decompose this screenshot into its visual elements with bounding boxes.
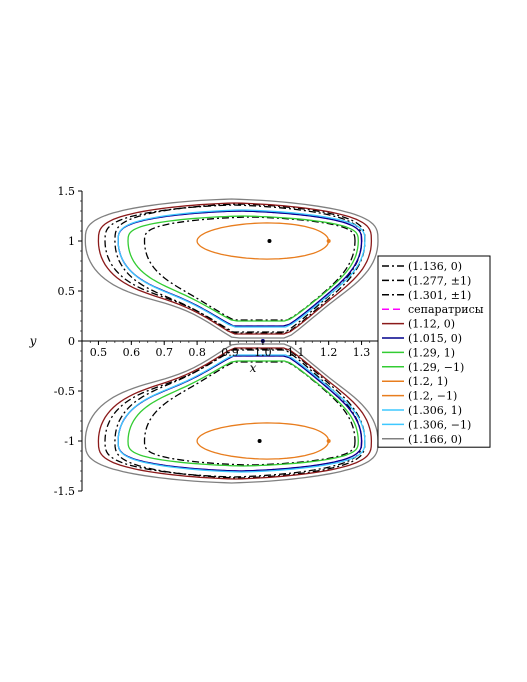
legend-label-4: (1.12, 0) (408, 318, 455, 331)
series-curve-2-lower (104, 349, 363, 478)
series-curve-0-lower (114, 348, 366, 479)
x-tick-label: 1.1 (287, 346, 305, 359)
x-tick-label: 0.7 (155, 346, 173, 359)
y-tick-label: 0.5 (58, 285, 76, 298)
series-curve-12-lower (84, 343, 379, 484)
y-tick-label: 1.5 (58, 185, 76, 198)
series-curve-4-lower (97, 347, 373, 480)
legend-label-11: (1.306, −1) (408, 418, 471, 431)
series-curve-6-upper (127, 215, 359, 322)
legend-label-6: (1.29, 1) (408, 346, 455, 359)
x-tick-label: 0.8 (188, 346, 206, 359)
y-tick-label: -1.5 (54, 485, 75, 498)
x-axis-label: x (250, 361, 257, 375)
equilibrium-point-3 (326, 239, 331, 243)
legend-label-7: (1.29, −1) (408, 361, 464, 374)
y-tick-label: -1 (64, 435, 75, 448)
x-tick-label: 1.3 (353, 346, 371, 359)
series-curve-11-lower (117, 354, 366, 473)
x-tick-label: 1.2 (320, 346, 338, 359)
legend-box (377, 255, 491, 448)
y-axis-label: y (29, 334, 37, 348)
axes-layer: 0.5 0.6 0.7 0.8 0.9 1.0 1.1 1.2 1.3 1.5 1 0.5 0 -0.5 -… (29, 185, 379, 498)
legend-label-12: (1.166, 0) (408, 433, 462, 446)
series-curve-9-lower (196, 422, 330, 460)
series-curve-7-lower (127, 360, 359, 467)
x-tick-label: 0.6 (123, 346, 141, 359)
series-curve-4-upper (97, 202, 373, 335)
legend-label-8: (1.2, 1) (408, 375, 448, 388)
y-tick-label: 0 (68, 335, 75, 348)
equilibrium-point-4 (326, 439, 331, 443)
legend-label-2: (1.301, ±1) (408, 289, 471, 302)
x-tick-label: 0.9 (221, 346, 239, 359)
y-tick-label: -0.5 (54, 385, 75, 398)
legend: (1.136, 0)(1.277, ±1) (1.301, ±1)сепаратр… (377, 255, 491, 448)
series-curve-8-upper (196, 222, 330, 260)
series-curve-2-upper (104, 204, 363, 333)
legend-label-3: сепаратрисы (408, 303, 484, 316)
x-tick-label: 1.0 (254, 346, 272, 359)
legend-label-10: (1.306, 1) (408, 404, 462, 417)
legend-label-1: (1.277, ±1) (408, 274, 471, 287)
equilibrium-point-0 (267, 239, 272, 243)
series-curve-12-upper (84, 198, 379, 339)
legend-label-9: (1.2, −1) (408, 390, 457, 403)
legend-label-5: (1.015, 0) (408, 332, 462, 345)
series-curve-10-upper (117, 209, 366, 328)
x-tick-label: 0.5 (90, 346, 108, 359)
equilibrium-point-1 (257, 439, 262, 443)
legend-label-0: (1.136, 0) (408, 260, 462, 273)
y-tick-label: 1 (68, 235, 75, 248)
series-curve-0-upper (114, 203, 366, 334)
